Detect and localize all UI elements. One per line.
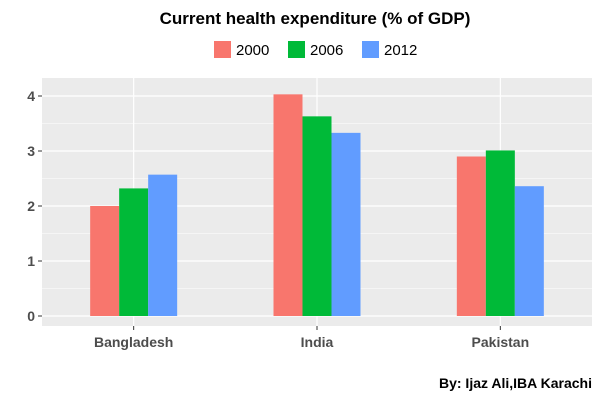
bar-pakistan-2006: [485, 150, 515, 316]
x-tick-label: Bangladesh: [94, 334, 173, 350]
chart-title: Current health expenditure (% of GDP): [160, 9, 471, 28]
y-tick-label: 2: [27, 198, 35, 214]
x-axis: Bangladesh India Pakistan: [94, 326, 529, 350]
y-tick-label: 1: [27, 253, 35, 269]
bar-bangladesh-2006: [119, 188, 149, 316]
bars: [90, 94, 544, 316]
bar-india-2012: [331, 132, 361, 316]
x-tick-label: Pakistan: [472, 334, 530, 350]
bar-india-2000: [273, 94, 303, 316]
bar-pakistan-2012: [514, 186, 544, 316]
x-tick-label: India: [301, 334, 334, 350]
bar-bangladesh-2012: [148, 174, 178, 316]
bar-bangladesh-2000: [90, 206, 120, 316]
legend-label-2006: 2006: [310, 42, 343, 59]
legend-label-2000: 2000: [236, 42, 269, 59]
legend-label-2012: 2012: [384, 42, 417, 59]
chart-caption: By: Ijaz Ali,IBA Karachi: [439, 375, 592, 391]
legend-key-2000: [214, 41, 231, 58]
legend-key-2012: [362, 41, 379, 58]
y-axis: 0 1 2 3 4: [27, 88, 42, 324]
bar-india-2006: [302, 116, 332, 316]
bar-pakistan-2000: [456, 156, 486, 316]
legend-key-2006: [288, 41, 305, 58]
y-tick-label: 3: [27, 143, 35, 159]
y-tick-label: 0: [27, 308, 35, 324]
y-tick-label: 4: [27, 88, 35, 104]
legend: 2000 2006 2012: [214, 41, 417, 59]
